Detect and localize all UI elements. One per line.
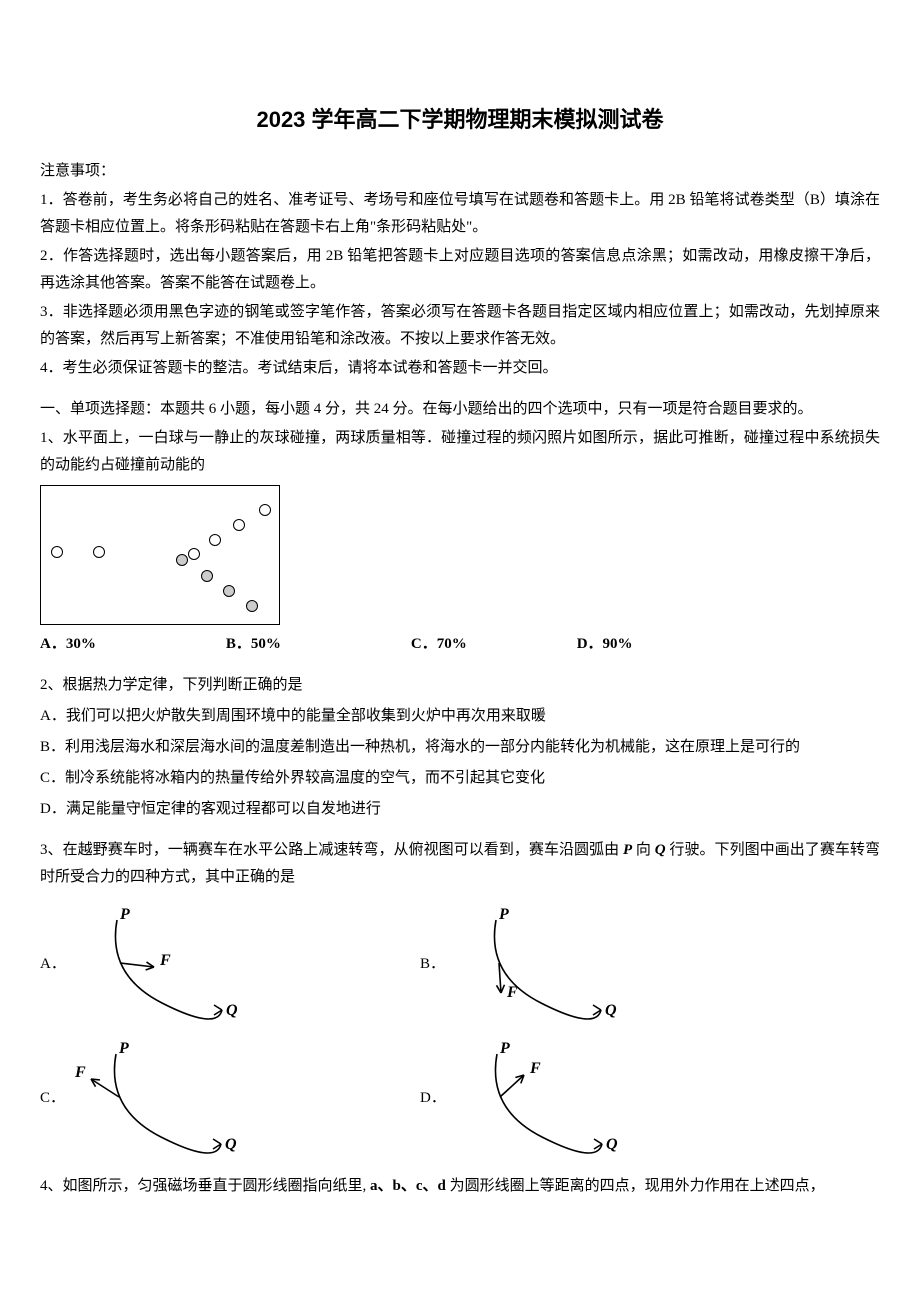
section-1-heading: 一、单项选择题：本题共 6 小题，每小题 4 分，共 24 分。在每小题给出的四… xyxy=(40,396,880,423)
note-4: 4．考生必须保证答题卡的整洁。考试结束后，请将本试卷和答题卡一并交回。 xyxy=(40,355,880,382)
svg-text:P: P xyxy=(118,1040,129,1057)
q2-opt-b: B．利用浅层海水和深层海水间的温度差制造出一种热机，将海水的一部分内能转化为机械… xyxy=(40,739,800,755)
q3-stem-pre: 3、在越野赛车时，一辆赛车在水平公路上减速转弯，从俯视图可以看到，赛车沿圆弧由 xyxy=(40,842,623,858)
q4-stem: 4、如图所示，匀强磁场垂直于圆形线圈指向纸里, a、b、c、d 为圆形线圈上等距… xyxy=(40,1173,880,1200)
grey-ball-icon xyxy=(223,585,235,597)
q1-opt-b: B．50% xyxy=(226,631,281,658)
note-3: 3．非选择题必须用黑色字迹的钢笔或签字笔作答，答案必须写在答题卡各题目指定区域内… xyxy=(40,299,880,353)
q3-P: P xyxy=(623,842,632,858)
q2-stem: 2、根据热力学定律，下列判断正确的是 xyxy=(40,672,880,699)
exam-title: 2023 学年高二下学期物理期末模拟测试卷 xyxy=(40,100,880,140)
q1-figure xyxy=(40,485,280,625)
grey-ball-icon xyxy=(201,570,213,582)
svg-text:Q: Q xyxy=(606,1136,618,1153)
q1-opt-d: D．90% xyxy=(577,631,633,658)
q2-opt-a: A．我们可以把火炉散失到周围环境中的能量全部收集到火炉中再次用来取暖 xyxy=(40,708,546,724)
svg-text:F: F xyxy=(529,1060,541,1077)
q1-options: A．30% B．50% C．70% D．90% xyxy=(40,631,880,658)
white-ball-icon xyxy=(259,504,271,516)
q3-label-a: A． xyxy=(40,951,66,978)
grey-ball-icon xyxy=(246,600,258,612)
svg-text:F: F xyxy=(506,984,518,1001)
q3-row-1: A． P Q F B． P Q F xyxy=(40,905,880,1025)
q1-opt-c: C．70% xyxy=(411,631,467,658)
q3-label-b: B． xyxy=(420,951,445,978)
grey-ball-icon xyxy=(176,554,188,566)
q3-stem: 3、在越野赛车时，一辆赛车在水平公路上减速转弯，从俯视图可以看到，赛车沿圆弧由 … xyxy=(40,837,880,891)
svg-text:F: F xyxy=(159,952,171,969)
svg-text:Q: Q xyxy=(605,1002,617,1019)
white-ball-icon xyxy=(188,548,200,560)
note-1: 1．答卷前，考生务必将自己的姓名、准考证号、考场号和座位号填写在试题卷和答题卡上… xyxy=(40,187,880,241)
q3-row-2: C． P Q F D． P Q F xyxy=(40,1039,880,1159)
q4-stem-post: 为圆形线圈上等距离的四点，现用外力作用在上述四点， xyxy=(446,1178,825,1194)
white-ball-icon xyxy=(233,519,245,531)
svg-text:P: P xyxy=(119,906,130,923)
q1-opt-a: A．30% xyxy=(40,631,96,658)
note-2: 2．作答选择题时，选出每小题答案后，用 2B 铅笔把答题卡上对应题目选项的答案信… xyxy=(40,243,880,297)
white-ball-icon xyxy=(209,534,221,546)
svg-text:P: P xyxy=(498,906,509,923)
svg-text:F: F xyxy=(74,1064,86,1081)
q3-label-d: D． xyxy=(420,1085,446,1112)
q3-fig-c: P Q F xyxy=(71,1039,241,1159)
notes-heading: 注意事项： xyxy=(40,158,880,185)
svg-text:P: P xyxy=(499,1040,510,1057)
q3-fig-d: P Q F xyxy=(452,1039,622,1159)
svg-text:Q: Q xyxy=(225,1136,237,1153)
q3-fig-a: P Q F xyxy=(72,905,242,1025)
svg-text:Q: Q xyxy=(226,1002,238,1019)
q4-abcd: a、b、c、d xyxy=(370,1178,446,1194)
q1-stem: 1、水平面上，一白球与一静止的灰球碰撞，两球质量相等．碰撞过程的频闪照片如图所示… xyxy=(40,425,880,479)
q2-opt-c: C．制冷系统能将冰箱内的热量传给外界较高温度的空气，而不引起其它变化 xyxy=(40,770,545,786)
white-ball-icon xyxy=(51,546,63,558)
q2-opt-d: D．满足能量守恒定律的客观过程都可以自发地进行 xyxy=(40,801,381,817)
q3-Q: Q xyxy=(655,842,666,858)
q3-fig-b: P Q F xyxy=(451,905,621,1025)
white-ball-icon xyxy=(93,546,105,558)
q3-stem-mid: 向 xyxy=(632,842,655,858)
q4-stem-pre: 4、如图所示，匀强磁场垂直于圆形线圈指向纸里, xyxy=(40,1178,370,1194)
q3-label-c: C． xyxy=(40,1085,65,1112)
